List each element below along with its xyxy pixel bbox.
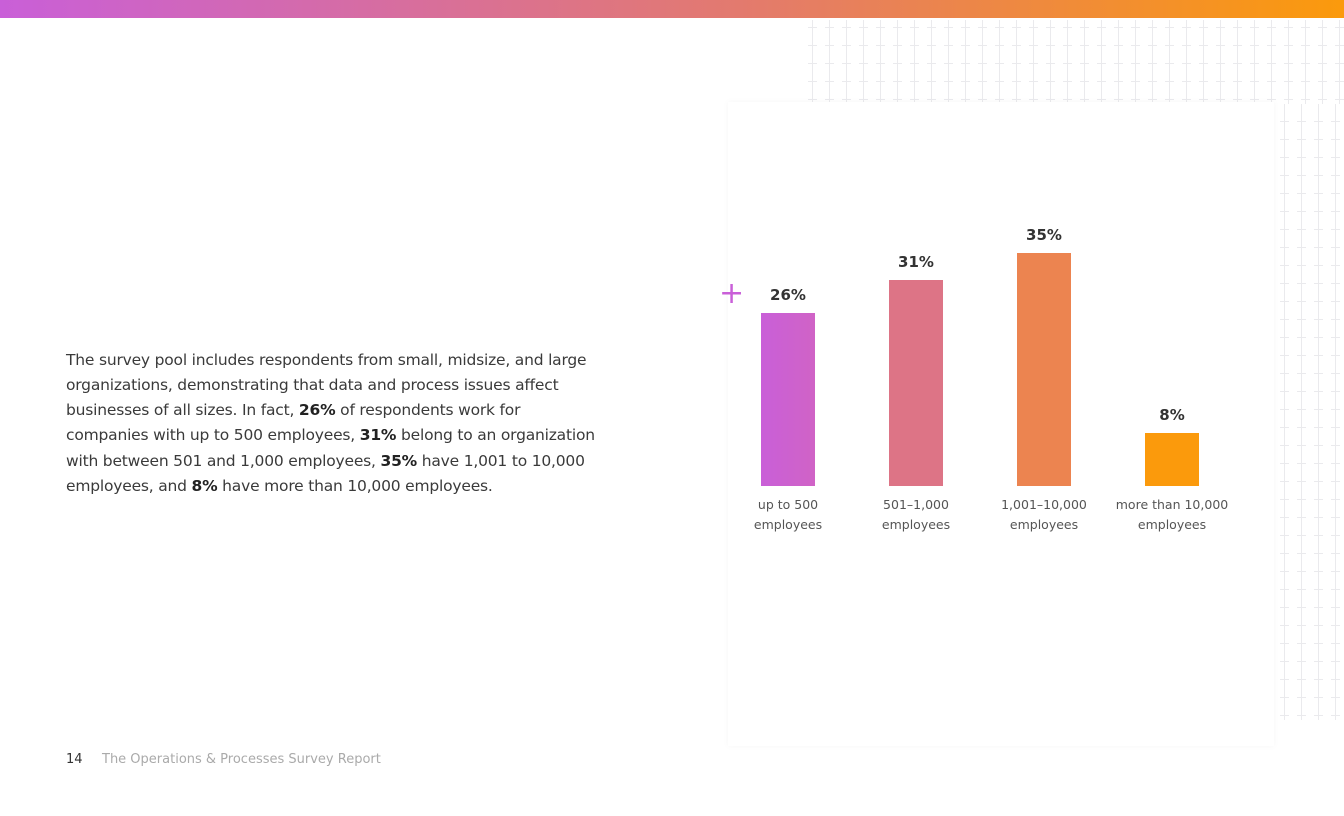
body-paragraph: The survey pool includes respondents fro… — [66, 348, 606, 500]
data-label: 31% — [898, 252, 934, 271]
highlight-stat: 31% — [359, 426, 397, 445]
data-label: 8% — [1159, 405, 1185, 424]
paragraph-text: of respondents work for companies with u… — [66, 401, 521, 445]
paragraph-text: have 1,001 to 10,000 employees, and — [66, 451, 585, 495]
category-label: 1,001–10,000 employees — [1001, 497, 1087, 532]
highlight-stat: 26% — [298, 401, 336, 420]
highlight-stat: 8% — [191, 476, 218, 495]
category-label: up to 500 employees — [753, 497, 823, 532]
paragraph-text: belong to an organization with between 5… — [66, 426, 595, 470]
decorative-cross-pattern — [808, 20, 1344, 104]
decorative-cross-pattern — [1280, 104, 1344, 720]
plus-icon: + — [719, 276, 745, 311]
highlight-stat: 35% — [380, 451, 418, 470]
bar — [1017, 252, 1071, 486]
bar — [761, 312, 815, 486]
data-label: 35% — [1026, 225, 1062, 244]
footer-report-title: The Operations & Processes Survey Report — [102, 752, 381, 767]
data-label: 26% — [770, 285, 806, 304]
bar — [1145, 432, 1199, 486]
page-number: 14 — [66, 752, 83, 767]
category-label: more than 10,000 employees — [1115, 497, 1229, 532]
top-gradient-bar — [0, 0, 1344, 18]
chart-card — [728, 102, 1274, 746]
category-label: 501–1,000 employees — [881, 497, 951, 532]
paragraph-text: have more than 10,000 employees. — [217, 476, 493, 495]
paragraph-text: The survey pool includes respondents fro… — [66, 350, 587, 420]
bar — [889, 279, 943, 486]
